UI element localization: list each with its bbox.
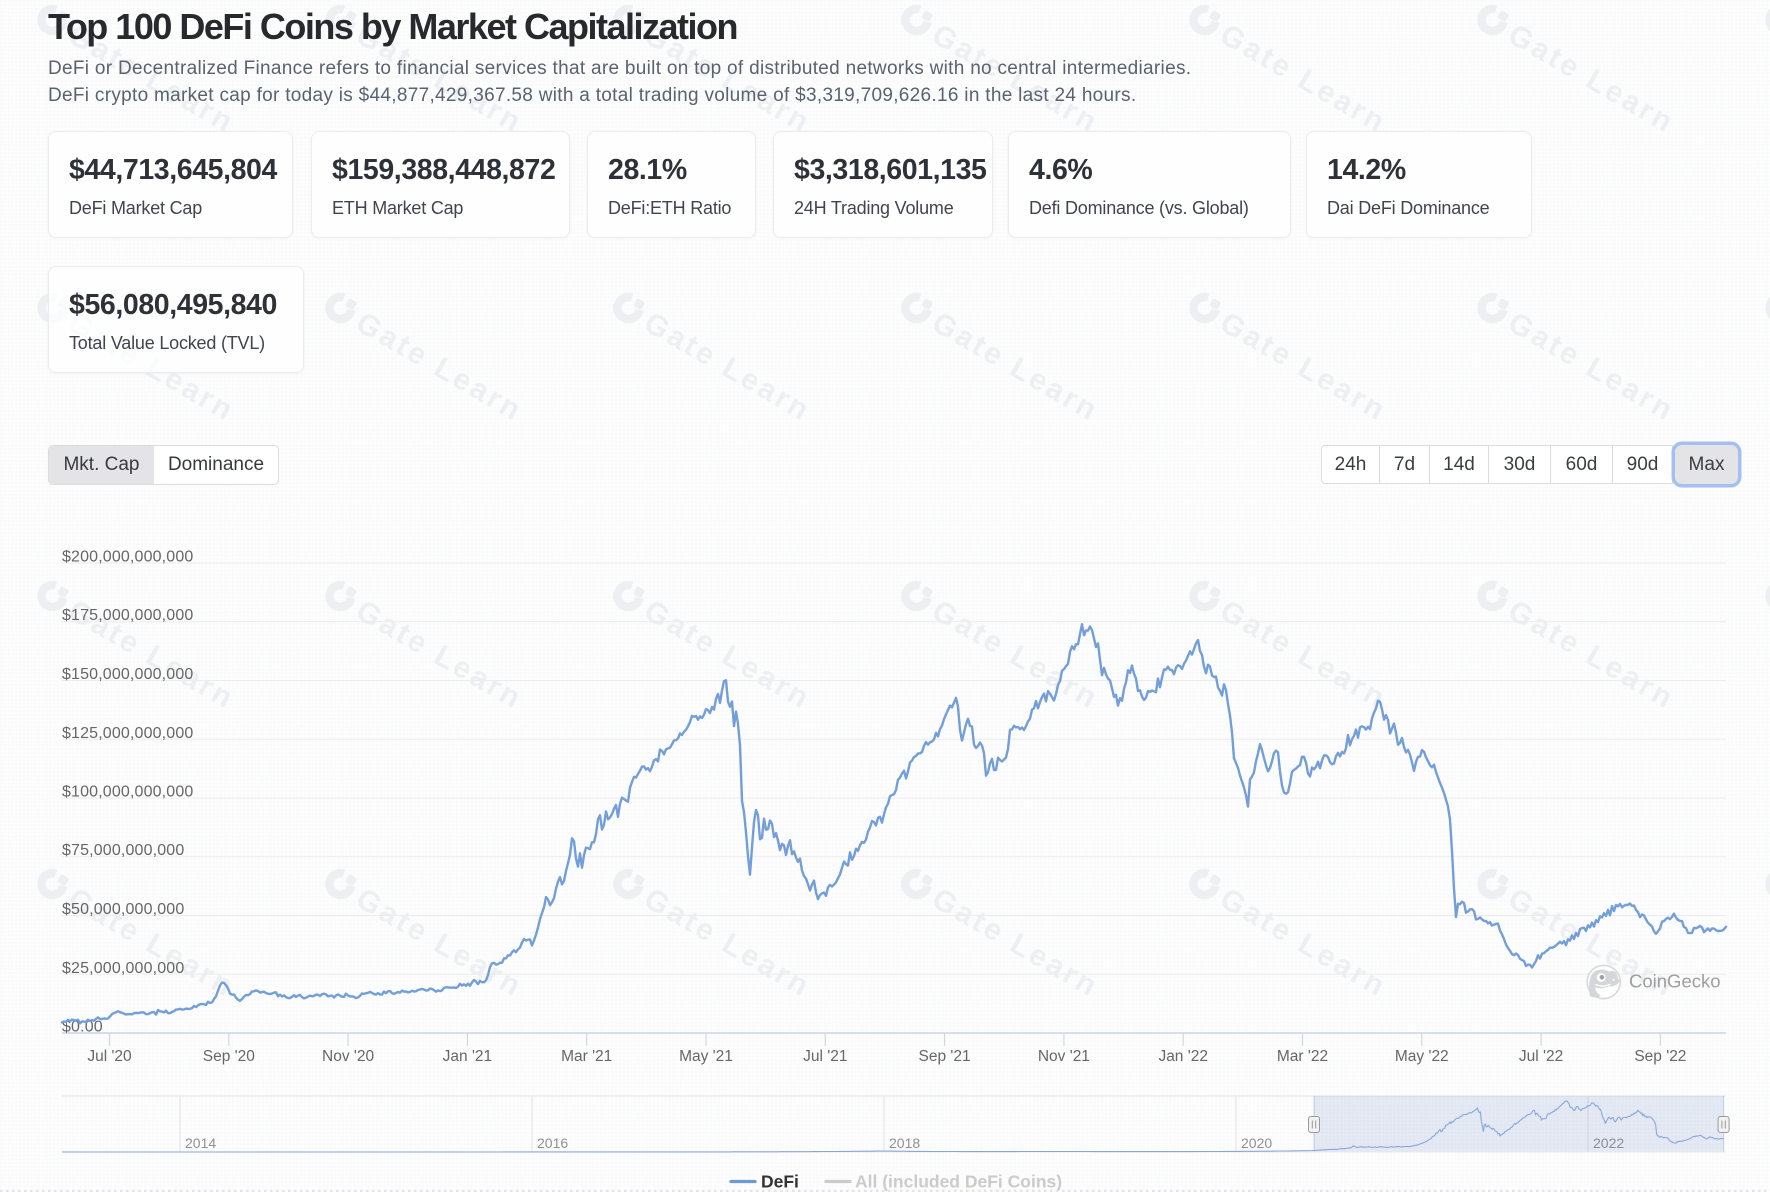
svg-text:All (included DeFi Coins): All (included DeFi Coins) (855, 1172, 1062, 1192)
svg-text:$100,000,000,000: $100,000,000,000 (62, 784, 193, 801)
svg-text:2020: 2020 (1241, 1135, 1272, 1151)
svg-text:Jan '21: Jan '21 (443, 1048, 493, 1065)
svg-text:Jan '22: Jan '22 (1158, 1048, 1208, 1065)
svg-text:May '21: May '21 (679, 1048, 733, 1065)
svg-text:Jul '22: Jul '22 (1519, 1048, 1563, 1065)
svg-text:$200,000,000,000: $200,000,000,000 (62, 549, 193, 566)
svg-text:$0.00: $0.00 (62, 1019, 103, 1036)
svg-text:$75,000,000,000: $75,000,000,000 (62, 842, 184, 859)
svg-text:$125,000,000,000: $125,000,000,000 (62, 725, 193, 742)
svg-text:Sep '21: Sep '21 (919, 1048, 971, 1065)
svg-text:$150,000,000,000: $150,000,000,000 (62, 666, 193, 683)
svg-text:Nov '20: Nov '20 (322, 1048, 374, 1065)
svg-text:2022: 2022 (1593, 1135, 1624, 1151)
svg-text:$25,000,000,000: $25,000,000,000 (62, 960, 184, 977)
svg-text:CoinGecko: CoinGecko (1629, 971, 1721, 992)
svg-text:Sep '20: Sep '20 (203, 1048, 255, 1065)
svg-text:Jul '20: Jul '20 (87, 1048, 132, 1065)
svg-text:2018: 2018 (889, 1135, 920, 1151)
svg-text:$175,000,000,000: $175,000,000,000 (62, 607, 193, 624)
svg-text:DeFi: DeFi (761, 1172, 799, 1192)
svg-text:$50,000,000,000: $50,000,000,000 (62, 901, 184, 918)
svg-text:Jul '21: Jul '21 (803, 1048, 847, 1065)
svg-text:Nov '21: Nov '21 (1038, 1048, 1090, 1065)
svg-text:Sep '22: Sep '22 (1634, 1048, 1686, 1065)
svg-text:Mar '22: Mar '22 (1277, 1048, 1328, 1065)
svg-text:2014: 2014 (185, 1135, 216, 1151)
svg-text:May '22: May '22 (1395, 1048, 1449, 1065)
svg-text:2016: 2016 (537, 1135, 568, 1151)
svg-text:Mar '21: Mar '21 (561, 1048, 612, 1065)
